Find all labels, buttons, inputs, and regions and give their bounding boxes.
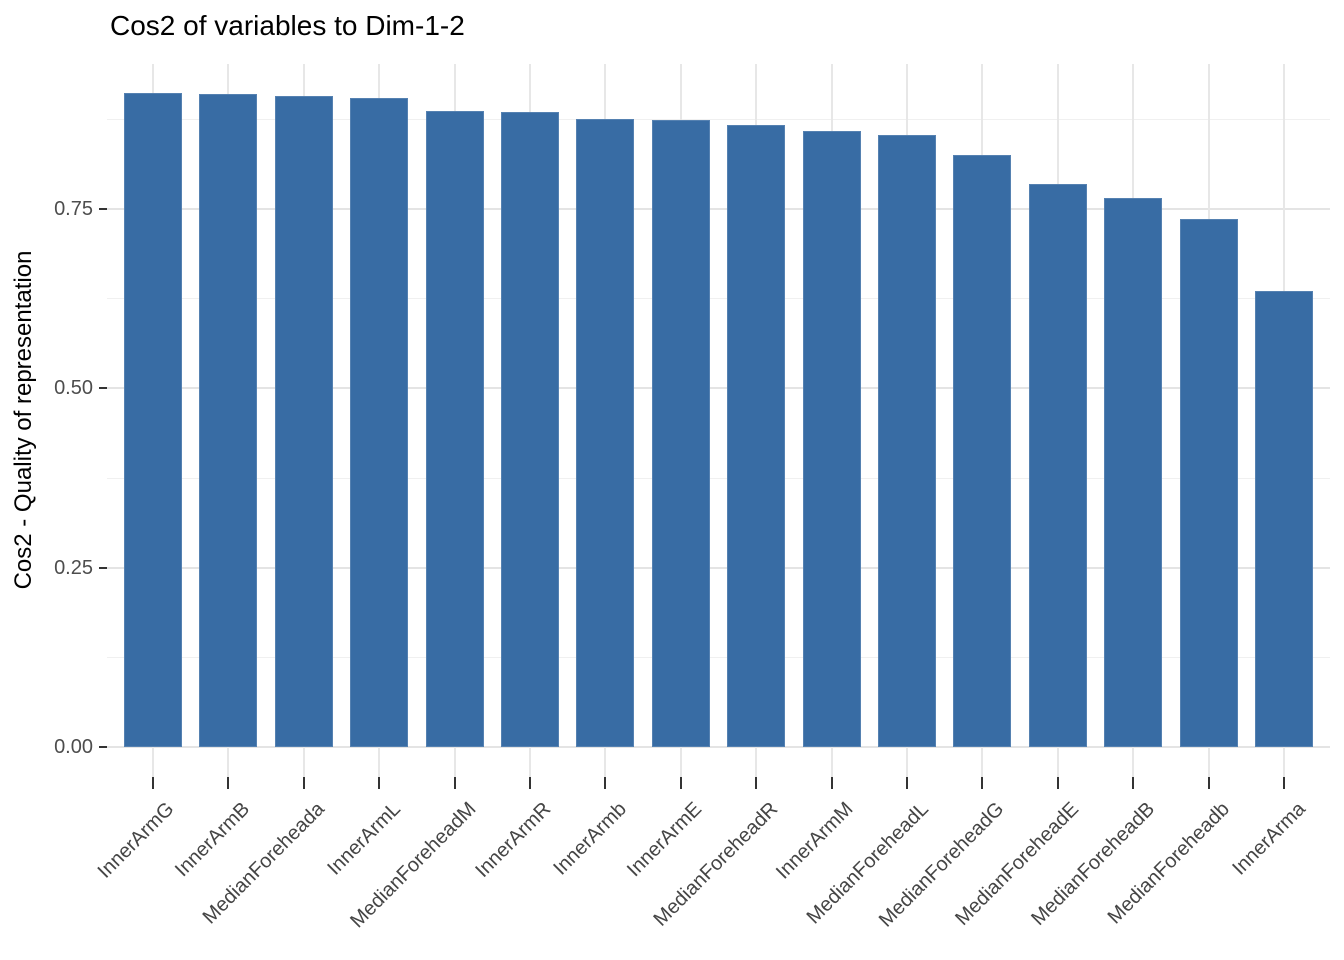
x-tick-label-text: InnerArma <box>1227 798 1310 880</box>
bar-MedianForeheadL <box>878 135 936 747</box>
bar-InnerArmE <box>651 120 710 747</box>
bar-InnerArmG <box>124 92 182 747</box>
y-tick-mark <box>99 746 107 748</box>
bar-InnerArmB <box>199 94 258 747</box>
bar-InnerArmL <box>350 97 409 747</box>
gridline-horizontal-major <box>107 566 1330 569</box>
y-tick-mark <box>99 387 107 390</box>
y-tick-label: 0.75 <box>54 198 93 221</box>
x-tick-mark <box>981 777 984 789</box>
x-tick-mark <box>1283 777 1285 789</box>
x-tick-mark <box>1207 777 1210 789</box>
bar-InnerArma <box>1255 290 1313 747</box>
bar-MedianForeheadM <box>425 111 484 747</box>
bar-MedianForeheadb <box>1179 219 1238 747</box>
x-tick-label-text: InnerArmb <box>549 798 631 880</box>
x-tick-label-text: InnerArmR <box>471 798 556 882</box>
y-tick-label: 0.25 <box>54 556 93 579</box>
gridline-horizontal-major <box>107 208 1330 211</box>
bar-MedianForeheadB <box>1104 198 1163 747</box>
x-tick-mark <box>1056 777 1059 789</box>
x-tick-mark <box>755 777 758 789</box>
y-axis-title-text: Cos2 - Quality of representation <box>10 250 37 590</box>
gridline-horizontal-major <box>107 746 1330 748</box>
x-tick-mark <box>679 777 682 789</box>
x-tick-mark <box>529 777 531 789</box>
y-tick-mark <box>99 208 107 211</box>
bar-InnerArmM <box>802 130 861 747</box>
gridline-horizontal-minor <box>107 656 1330 658</box>
x-tick-mark <box>604 777 607 789</box>
chart-title: Cos2 of variables to Dim-1-2 <box>110 10 465 41</box>
plot-panel <box>107 64 1330 777</box>
x-tick-mark <box>378 777 381 789</box>
x-tick-mark <box>302 777 305 789</box>
bar-MedianForeheada <box>274 95 333 747</box>
x-tick-mark <box>906 777 908 789</box>
x-tick-label-text: MedianForeheadM <box>345 798 481 933</box>
gridline-horizontal-minor <box>107 477 1330 479</box>
x-tick-mark <box>453 777 456 789</box>
x-tick-mark <box>227 777 230 789</box>
x-tick-mark <box>1132 777 1135 789</box>
y-tick-label: 0.50 <box>54 377 93 400</box>
bar-MedianForeheadE <box>1028 183 1087 747</box>
gridline-horizontal-minor <box>107 118 1330 120</box>
gridline-horizontal-major <box>107 387 1330 390</box>
x-tick-mark <box>152 777 154 789</box>
x-tick-label-text: MedianForeheadG <box>874 798 1008 932</box>
bar-InnerArmb <box>576 118 635 747</box>
y-tick-mark <box>99 566 107 569</box>
x-tick-label-text: InnerArmG <box>93 798 179 883</box>
y-tick-label: 0.00 <box>54 736 93 758</box>
x-tick-mark <box>830 777 833 789</box>
bar-MedianForeheadG <box>953 154 1012 747</box>
gridline-horizontal-minor <box>107 298 1330 300</box>
bar-InnerArmR <box>501 112 559 747</box>
bar-MedianForeheadR <box>727 125 786 747</box>
